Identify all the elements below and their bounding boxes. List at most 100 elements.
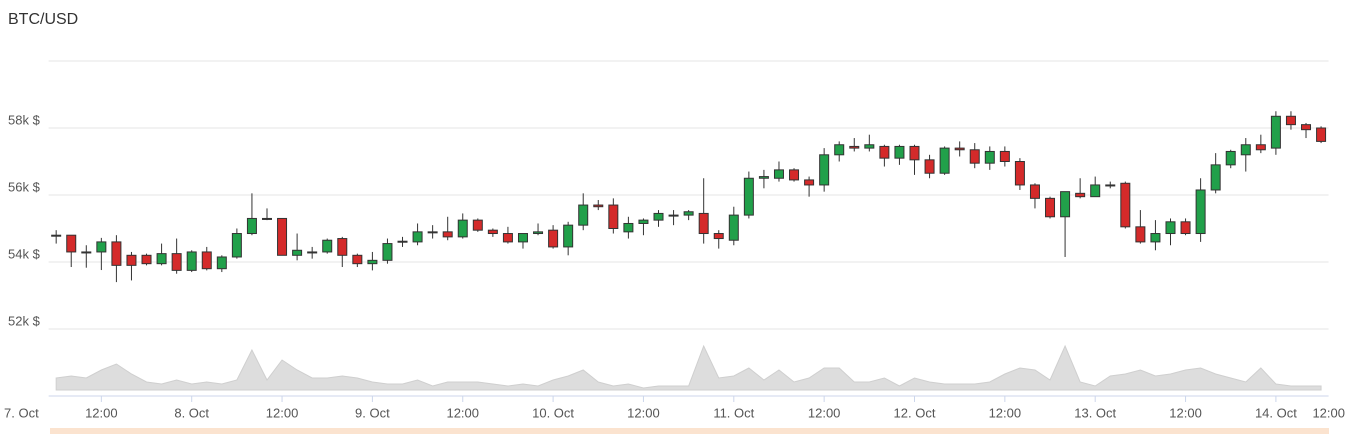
candle-body — [728, 214, 739, 241]
candle-body — [804, 179, 815, 186]
chart-title: BTC/USD — [8, 11, 78, 28]
candle-body — [1225, 150, 1236, 166]
candle-body — [367, 259, 378, 265]
y-tick-label: 52k $ — [8, 313, 41, 328]
candle-body — [277, 217, 288, 256]
candle-body — [246, 217, 257, 235]
candle-body — [1135, 226, 1146, 243]
x-tick-label: 11. Oct — [713, 405, 754, 420]
x-tick-label: 13. Oct — [1074, 405, 1116, 420]
candle-body — [773, 169, 784, 179]
candle-body — [789, 169, 800, 181]
candle-body — [1045, 197, 1056, 218]
candle-body — [1316, 127, 1327, 142]
candle-body — [1301, 124, 1312, 131]
candle-body — [999, 150, 1010, 162]
candle-body — [307, 251, 318, 254]
candle-body — [261, 217, 272, 220]
candle-body — [819, 154, 830, 186]
candle-body — [1105, 184, 1116, 187]
x-tick-label: 10. Oct — [532, 405, 574, 420]
candle-body — [1255, 144, 1266, 151]
candle-body — [608, 204, 619, 230]
candle-body — [81, 251, 92, 254]
candle-body — [472, 219, 483, 231]
candle-body — [352, 254, 363, 265]
volume-area — [55, 344, 1322, 391]
candle-body — [171, 253, 182, 271]
candle-body — [66, 234, 77, 253]
candle-body — [382, 243, 393, 261]
x-tick-label: 7. Oct — [4, 405, 39, 420]
candle-body — [457, 219, 468, 238]
candle-body — [743, 177, 754, 216]
y-tick-label: 56k $ — [8, 179, 41, 194]
candle-body — [231, 233, 242, 258]
candle-body — [894, 145, 905, 159]
candle-body — [412, 231, 423, 243]
candle-body — [638, 219, 649, 224]
candle-body — [216, 256, 227, 270]
candle-body — [758, 176, 769, 179]
candle-body — [1150, 233, 1161, 243]
candle-body — [141, 254, 152, 265]
candle-body — [442, 231, 453, 238]
candle-body — [397, 240, 408, 243]
candle-body — [984, 150, 995, 164]
candle-body — [698, 212, 709, 235]
x-tick-label: 12:00 — [266, 405, 299, 420]
candle-body — [517, 233, 528, 243]
candle-body — [51, 234, 62, 237]
candle-body — [1210, 164, 1221, 191]
candle-body — [864, 144, 875, 149]
candle-body — [578, 204, 589, 226]
y-tick-label: 54k $ — [8, 246, 41, 261]
candle-body — [1090, 184, 1101, 198]
x-tick-label: 12:00 — [808, 405, 841, 420]
candle-body — [96, 241, 107, 253]
x-tick-label: 9. Oct — [355, 405, 390, 420]
candle-body — [849, 145, 860, 149]
candle-body — [939, 147, 950, 174]
candle-body — [1029, 184, 1040, 199]
navigator-strip — [50, 428, 1329, 434]
candle-body — [969, 149, 980, 164]
x-tick-label: 12:00 — [627, 405, 660, 420]
candle-body — [563, 224, 574, 248]
candle-body — [1060, 191, 1071, 218]
candle-body — [186, 251, 197, 271]
candle-body — [1195, 189, 1206, 235]
candle-body — [1270, 115, 1281, 149]
y-tick-label: 58k $ — [8, 112, 41, 127]
candle-body — [683, 211, 694, 216]
candle-body — [954, 147, 965, 151]
candle-body — [879, 145, 890, 159]
x-tick-label: 12:00 — [85, 405, 118, 420]
x-tick-label: 14. Oct — [1255, 405, 1297, 420]
candle-body — [1120, 182, 1131, 228]
candle-body — [427, 231, 438, 234]
candle-body — [1240, 144, 1251, 156]
candle-body — [502, 233, 513, 243]
candle-body — [1075, 192, 1086, 198]
candle-body — [337, 238, 348, 256]
candle-body — [126, 254, 137, 266]
candle-body — [156, 253, 167, 265]
candle-body — [623, 222, 634, 233]
candle-body — [924, 159, 935, 174]
x-tick-label: 8. Oct — [174, 405, 209, 420]
candle-body — [653, 212, 664, 221]
x-tick-label: 12:00 — [446, 405, 479, 420]
candle-body — [201, 251, 212, 270]
candle-body — [1285, 115, 1296, 126]
x-tick-label: 12:00 — [1312, 405, 1345, 420]
x-tick-label: 12:00 — [1169, 405, 1202, 420]
x-tick-label: 12. Oct — [894, 405, 936, 420]
x-tick-label: 12:00 — [989, 405, 1022, 420]
candle-body — [487, 229, 498, 235]
candle-body — [548, 229, 559, 248]
candle-body — [292, 249, 303, 256]
candle-body — [533, 231, 544, 235]
candle-body — [713, 233, 724, 240]
